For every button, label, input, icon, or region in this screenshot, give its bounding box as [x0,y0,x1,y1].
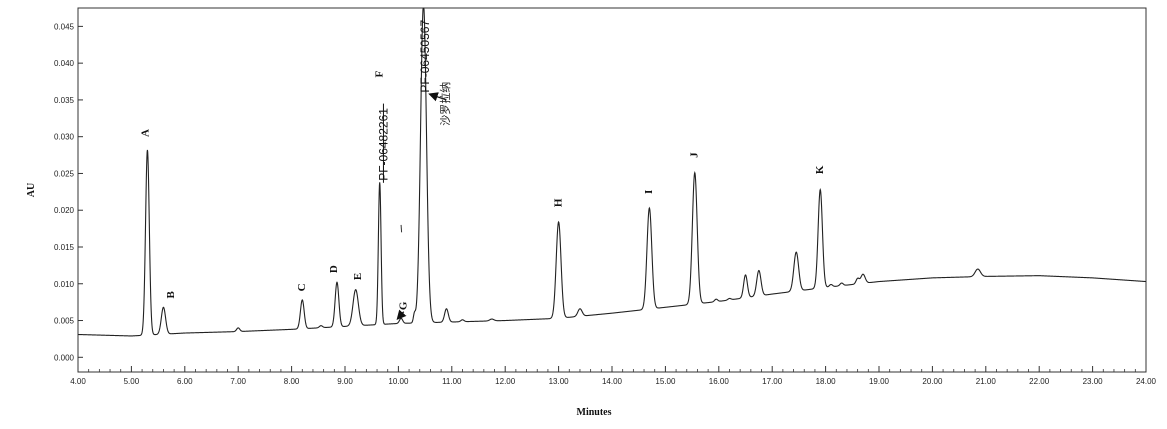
y-axis: 0.000 0.005 0.010 0.015 0.020 0.025 0.030 0.035… [54,22,83,362]
artifact-mark [400,224,403,233]
x-tick-label: 5.00 [124,377,140,386]
chromatogram-trace [78,7,1147,337]
y-tick-label: 0.010 [54,280,75,289]
x-tick-label: 9.00 [337,377,353,386]
x-axis: 4.00 5.00 6.00 7.00 8.00 9.00 10.00 11.00 12.00 1… [70,366,1157,386]
peak-label: J [688,152,700,158]
y-tick-label: 0.040 [54,59,75,68]
y-tick-label: 0.030 [54,133,75,142]
x-tick-label: 4.00 [70,377,86,386]
x-tick-label: 7.00 [230,377,246,386]
x-tick-label: 14.00 [602,377,623,386]
y-tick-label: 0.000 [54,353,75,362]
y-tick-label: 0.015 [54,243,75,252]
y-tick-label: 0.025 [54,169,75,178]
x-tick-label: 10.00 [388,377,409,386]
x-tick-label: 23.00 [1083,377,1104,386]
peak-label: H [552,198,564,207]
plot-frame [77,7,1147,373]
x-tick-label: 15.00 [655,377,676,386]
x-tick-label: 8.00 [284,377,300,386]
x-axis-title: Minutes [577,407,612,418]
compound-label: PF-06450567 [418,20,432,93]
x-tick-label: 18.00 [816,377,837,386]
peak-labels: A B C D E F G H I J K [140,71,826,311]
peak-label: I [643,190,655,194]
y-tick-label: 0.045 [54,22,75,31]
arrow-main [428,92,447,102]
x-tick-label: 13.00 [549,377,570,386]
peak-label: D [328,265,340,273]
x-tick-label: 20.00 [922,377,943,386]
x-tick-label: 6.00 [177,377,193,386]
y-tick-label: 0.005 [54,317,75,326]
x-tick-label: 16.00 [709,377,730,386]
x-tick-label: 24.00 [1136,377,1157,386]
arrows [396,92,447,320]
peak-label: B [165,290,177,298]
y-tick-label: 0.035 [54,96,75,105]
x-tick-label: 12.00 [495,377,516,386]
x-tick-label: 19.00 [869,377,890,386]
y-tick-label: 0.020 [54,206,75,215]
arrow-g [396,309,407,320]
peak-label: K [814,165,826,174]
x-tick-label: 21.00 [976,377,997,386]
x-tick-label: 17.00 [762,377,783,386]
peak-label: A [140,129,152,137]
y-axis-title: AU [26,183,37,197]
chinese-compound-label: 沙罗拉纳 [438,82,452,126]
peak-label: G [397,301,409,310]
x-tick-label: 11.00 [442,377,462,386]
x-tick-label: 22.00 [1029,377,1050,386]
peak-label: F [373,71,385,78]
peak-label: E [352,273,364,280]
peak-label: C [296,283,308,291]
